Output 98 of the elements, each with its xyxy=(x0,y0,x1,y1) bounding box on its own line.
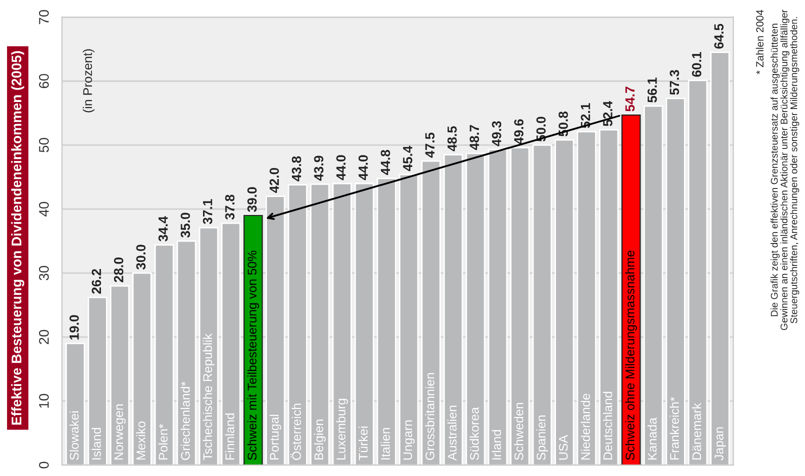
bar xyxy=(710,52,730,466)
x-tick-label: Ungarn xyxy=(403,420,415,460)
bar xyxy=(466,152,486,466)
bar xyxy=(398,174,419,466)
y-tick-label: 0 xyxy=(38,462,49,468)
x-tick-label: Polen* xyxy=(158,424,168,460)
x-tick-label: Dänemark xyxy=(692,402,702,460)
bar xyxy=(221,222,241,466)
data-label: 48.7 xyxy=(470,125,480,150)
x-tick-label: Luxemburg xyxy=(336,398,348,460)
data-label: 60.1 xyxy=(692,52,702,77)
data-label: 44.0 xyxy=(336,155,346,180)
annotation: (in Prozent) xyxy=(82,49,94,112)
x-tick-label: Slowakei xyxy=(69,411,79,460)
data-label: 57.3 xyxy=(670,70,680,95)
x-tick-label: Griechenland* xyxy=(180,382,190,460)
data-label: 28.0 xyxy=(114,258,124,282)
x-tick-label: Türkei xyxy=(358,426,368,460)
bar xyxy=(198,226,219,466)
text: Effektive Besteuerung von Dividendeneinkommen (2005) xyxy=(11,51,24,425)
bar xyxy=(332,182,352,466)
y-tick-label: 30 xyxy=(38,266,49,280)
y-tick-label: 50 xyxy=(38,138,49,152)
bar xyxy=(621,114,641,466)
x-tick-label: Österreich xyxy=(290,404,301,460)
data-label: 42.0 xyxy=(270,168,279,193)
bar xyxy=(88,296,108,466)
y-tick-label: 60 xyxy=(38,74,49,88)
bar xyxy=(421,160,441,466)
bar xyxy=(599,129,619,466)
bar xyxy=(310,183,330,466)
x-tick-label: Grossbritannien xyxy=(425,373,434,460)
bar xyxy=(176,240,196,466)
data-label: 49.6 xyxy=(514,119,524,144)
bar xyxy=(443,154,464,466)
bar xyxy=(154,244,174,466)
x-tick-label: Belgien xyxy=(314,420,326,460)
bar xyxy=(488,148,508,466)
x-tick-label: Schweden xyxy=(514,403,524,460)
y-tick-label: 70 xyxy=(38,10,49,24)
data-label: 34.4 xyxy=(158,216,168,242)
x-tick-label: Tschechische Republik xyxy=(202,333,215,460)
data-label: 19.0 xyxy=(70,315,79,340)
bar xyxy=(510,146,530,466)
bar xyxy=(688,80,708,466)
data-label: 56.1 xyxy=(648,78,657,102)
bar xyxy=(132,272,152,466)
data-label: 30.0 xyxy=(136,244,146,270)
text: Die Grafik zeigt den effektiven Grenzsteuersatz auf ausgeschütteten Gewinnen an einen inländischen Aktionär unter Berücksichtigung allfälliger Steuergutschriften, Anrechnungen oder sonstiger Milderungsmethoden. xyxy=(770,10,800,330)
bar xyxy=(354,182,374,466)
bar xyxy=(644,105,664,466)
x-tick-label: Australien xyxy=(447,406,457,461)
data-label: 48.5 xyxy=(447,126,457,152)
x-tick-label: Deutschland xyxy=(603,392,612,460)
data-label: 26.2 xyxy=(92,269,102,294)
bar xyxy=(666,98,686,466)
x-tick-label: Japan xyxy=(714,427,726,460)
bar xyxy=(110,285,130,466)
bar xyxy=(266,196,286,466)
x-tick-label: Finnland xyxy=(225,413,234,460)
x-tick-label: Mexiko xyxy=(136,422,146,460)
x-tick-label: Kanada xyxy=(648,417,657,460)
data-label: 45.4 xyxy=(403,146,412,172)
data-label: 52.4 xyxy=(603,100,612,126)
x-tick-label: Italien xyxy=(380,428,390,460)
data-label: 54.7 xyxy=(625,86,635,112)
bar xyxy=(288,184,308,466)
y-tick-label: 10 xyxy=(38,394,49,408)
data-label: 35.0 xyxy=(180,212,190,238)
text: * Zahlen 2004 xyxy=(756,10,764,74)
data-label: 44.0 xyxy=(358,155,368,180)
bar xyxy=(576,130,596,466)
x-tick-label: Frankreich* xyxy=(670,396,679,460)
bar xyxy=(66,342,86,466)
data-label: 39.0 xyxy=(247,187,257,212)
y-tick-label: 40 xyxy=(38,202,49,217)
x-tick-label: Südkorea xyxy=(470,407,479,460)
x-tick-label: USA xyxy=(558,434,568,460)
data-label: 47.5 xyxy=(425,132,435,158)
data-label: 37.1 xyxy=(202,199,212,224)
bar xyxy=(532,144,552,466)
bar xyxy=(376,178,396,466)
x-tick-label: Schweiz ohne Milderungsmassnahme xyxy=(625,250,637,460)
x-tick-label: Island xyxy=(92,428,101,460)
x-tick-label: Irland xyxy=(492,430,502,460)
x-tick-label: Norwegen xyxy=(114,404,126,460)
data-label: 44.8 xyxy=(380,150,390,175)
x-tick-label: Schweiz mit Teilbesteuerung von 50% xyxy=(247,250,259,460)
data-label: 49.3 xyxy=(492,121,502,146)
x-tick-label: Niederlande xyxy=(580,394,590,460)
x-tick-label: Spanien xyxy=(536,416,548,460)
x-tick-label: Portugal xyxy=(270,414,282,460)
data-label: 64.5 xyxy=(714,24,724,49)
data-label: 43.8 xyxy=(292,156,302,182)
y-tick-label: 20 xyxy=(38,330,49,344)
data-label: 37.8 xyxy=(225,194,234,220)
data-label: 43.9 xyxy=(314,156,324,181)
bar xyxy=(554,139,574,466)
